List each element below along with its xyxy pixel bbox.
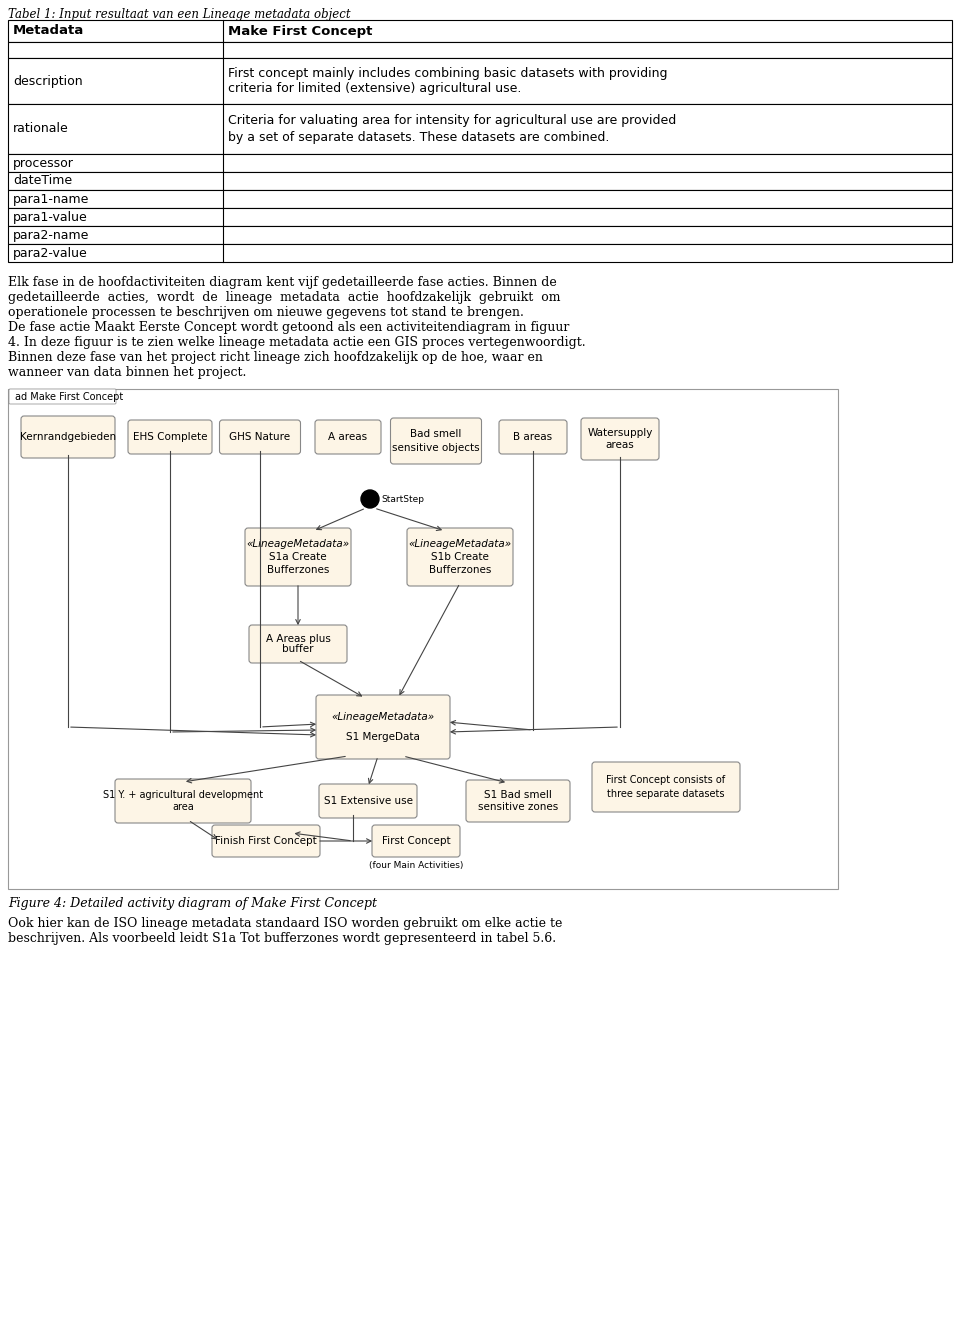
Text: Bufferzones: Bufferzones: [267, 565, 329, 575]
Text: First concept mainly includes combining basic datasets with providing: First concept mainly includes combining …: [228, 66, 667, 80]
Text: Finish First Concept: Finish First Concept: [215, 837, 317, 846]
Text: areas: areas: [606, 440, 635, 450]
Text: Kernrandgebieden: Kernrandgebieden: [20, 432, 116, 442]
Text: operationele processen te beschrijven om nieuwe gegevens tot stand te brengen.: operationele processen te beschrijven om…: [8, 306, 524, 319]
Bar: [8, 207, 952, 226]
FancyBboxPatch shape: [212, 825, 320, 857]
FancyBboxPatch shape: [21, 416, 115, 458]
Bar: [8, 154, 952, 172]
Text: three separate datasets: three separate datasets: [608, 789, 725, 799]
Bar: [8, 43, 952, 59]
Text: description: description: [13, 74, 83, 88]
Text: area: area: [172, 802, 194, 813]
Text: S1 Bad smell: S1 Bad smell: [484, 790, 552, 801]
Text: sensitive zones: sensitive zones: [478, 802, 558, 813]
Text: First Concept consists of: First Concept consists of: [607, 774, 726, 785]
Text: Bad smell: Bad smell: [410, 430, 462, 439]
FancyBboxPatch shape: [372, 825, 460, 857]
Text: Bufferzones: Bufferzones: [429, 565, 492, 575]
Text: S1 MergeData: S1 MergeData: [346, 732, 420, 742]
Bar: [8, 243, 952, 262]
Text: Watersupply: Watersupply: [588, 428, 653, 438]
Text: rationale: rationale: [13, 122, 69, 136]
Text: «LineageMetadata»: «LineageMetadata»: [247, 539, 349, 549]
Text: S1 Extensive use: S1 Extensive use: [324, 795, 413, 806]
Text: by a set of separate datasets. These datasets are combined.: by a set of separate datasets. These dat…: [228, 130, 610, 144]
Text: StartStep: StartStep: [381, 495, 424, 504]
Text: Tabel 1: Input resultaat van een Lineage metadata object: Tabel 1: Input resultaat van een Lineage…: [8, 8, 350, 21]
Text: EHS Complete: EHS Complete: [132, 432, 207, 442]
Bar: [8, 59, 952, 104]
Text: gedetailleerde  acties,  wordt  de  lineage  metadata  actie  hoofdzakelijk  geb: gedetailleerde acties, wordt de lineage …: [8, 291, 561, 305]
Text: buffer: buffer: [282, 644, 314, 654]
FancyBboxPatch shape: [581, 418, 659, 460]
Text: GHS Nature: GHS Nature: [229, 432, 291, 442]
Text: para2-name: para2-name: [13, 229, 89, 242]
Text: S1b Create: S1b Create: [431, 552, 489, 563]
FancyBboxPatch shape: [499, 420, 567, 454]
Text: ad Make First Concept: ad Make First Concept: [15, 391, 123, 402]
Text: S1a Create: S1a Create: [269, 552, 326, 563]
FancyBboxPatch shape: [220, 420, 300, 454]
Text: para2-value: para2-value: [13, 246, 87, 259]
Bar: [8, 104, 952, 154]
Text: para1-value: para1-value: [13, 210, 87, 223]
Text: Binnen deze fase van het project richt lineage zich hoofdzakelijk op de hoe, waa: Binnen deze fase van het project richt l…: [8, 351, 542, 364]
FancyBboxPatch shape: [592, 762, 740, 813]
FancyBboxPatch shape: [245, 528, 351, 587]
Text: criteria for limited (extensive) agricultural use.: criteria for limited (extensive) agricul…: [228, 82, 521, 96]
FancyBboxPatch shape: [466, 779, 570, 822]
FancyBboxPatch shape: [115, 779, 251, 823]
Bar: [8, 388, 838, 888]
Bar: [8, 20, 952, 43]
Text: «LineageMetadata»: «LineageMetadata»: [331, 713, 435, 722]
FancyBboxPatch shape: [128, 420, 212, 454]
Text: Criteria for valuating area for intensity for agricultural use are provided: Criteria for valuating area for intensit…: [228, 114, 676, 128]
FancyBboxPatch shape: [316, 696, 450, 759]
Bar: [8, 226, 952, 243]
Text: S1 Y. + agricultural development: S1 Y. + agricultural development: [103, 790, 263, 799]
Text: De fase actie Maakt Eerste Concept wordt getoond als een activiteitendiagram in : De fase actie Maakt Eerste Concept wordt…: [8, 321, 569, 334]
Text: processor: processor: [13, 157, 74, 169]
Text: Metadata: Metadata: [13, 24, 84, 37]
Text: B areas: B areas: [514, 432, 553, 442]
FancyBboxPatch shape: [315, 420, 381, 454]
Text: Ook hier kan de ISO lineage metadata standaard ISO worden gebruikt om elke actie: Ook hier kan de ISO lineage metadata sta…: [8, 916, 563, 930]
Bar: [8, 172, 952, 190]
Text: «LineageMetadata»: «LineageMetadata»: [408, 539, 512, 549]
FancyBboxPatch shape: [391, 418, 482, 464]
Circle shape: [361, 489, 379, 508]
Text: 4. In deze figuur is te zien welke lineage metadata actie een GIS proces vertege: 4. In deze figuur is te zien welke linea…: [8, 336, 586, 348]
Text: A Areas plus: A Areas plus: [266, 633, 330, 644]
Text: Make First Concept: Make First Concept: [228, 24, 372, 37]
Text: para1-name: para1-name: [13, 193, 89, 206]
Text: Elk fase in de hoofdactiviteiten diagram kent vijf gedetailleerde fase acties. B: Elk fase in de hoofdactiviteiten diagram…: [8, 277, 557, 289]
Text: First Concept: First Concept: [382, 837, 450, 846]
Text: sensitive objects: sensitive objects: [393, 443, 480, 452]
FancyBboxPatch shape: [249, 625, 347, 662]
FancyBboxPatch shape: [319, 783, 417, 818]
FancyBboxPatch shape: [407, 528, 513, 587]
Text: dateTime: dateTime: [13, 174, 72, 188]
Text: beschrijven. Als voorbeeld leidt S1a Tot bufferzones wordt gepresenteerd in tabe: beschrijven. Als voorbeeld leidt S1a Tot…: [8, 932, 556, 946]
FancyBboxPatch shape: [9, 388, 116, 404]
Text: Figure 4: Detailed activity diagram of Make First Concept: Figure 4: Detailed activity diagram of M…: [8, 896, 377, 910]
Bar: [8, 190, 952, 207]
Text: (four Main Activities): (four Main Activities): [369, 861, 463, 870]
Text: wanneer van data binnen het project.: wanneer van data binnen het project.: [8, 366, 247, 379]
Text: A areas: A areas: [328, 432, 368, 442]
